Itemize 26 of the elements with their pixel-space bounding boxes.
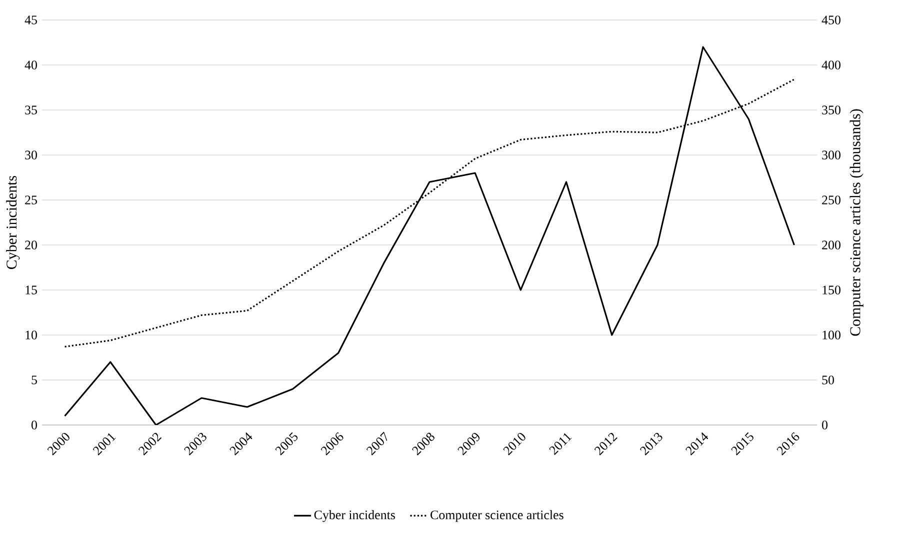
y2-tick-label: 350 xyxy=(822,106,840,114)
y-tick-label: 35 xyxy=(25,106,37,114)
y-tick-label: 0 xyxy=(32,420,37,430)
y2-tick-label: 200 xyxy=(822,240,840,250)
x-tick-label: 2011 xyxy=(549,433,572,456)
y2-tick-label: 150 xyxy=(822,286,840,294)
legend-label: Cyber incidents xyxy=(314,510,395,522)
y2-tick-label: 0 xyxy=(822,420,828,430)
y-tick-label: 20 xyxy=(25,240,37,250)
y-tick-label: 5 xyxy=(32,376,37,384)
y-tick-label: 30 xyxy=(25,150,37,160)
y-tick-label: 40 xyxy=(24,60,37,70)
y2-tick-label: 100 xyxy=(822,330,840,340)
y2-tick-label: 450 xyxy=(822,16,840,24)
y2-tick-label: 50 xyxy=(822,376,834,384)
legend-label: Computer science articles xyxy=(430,510,564,522)
line-series xyxy=(64,46,796,425)
y-tick-label: 45 xyxy=(24,16,37,24)
y2-axis-title: Computer science articles (thousands) xyxy=(850,109,864,336)
y-tick-label: 15 xyxy=(26,286,37,294)
y2-tick-label: 250 xyxy=(822,196,840,204)
y2-tick-label: 300 xyxy=(822,150,840,160)
y2-tick-label: 400 xyxy=(822,60,840,70)
y-tick-label: 10 xyxy=(26,330,37,340)
y-axis-title: Cyber incidents xyxy=(6,176,20,269)
y-tick-label: 25 xyxy=(25,196,37,204)
